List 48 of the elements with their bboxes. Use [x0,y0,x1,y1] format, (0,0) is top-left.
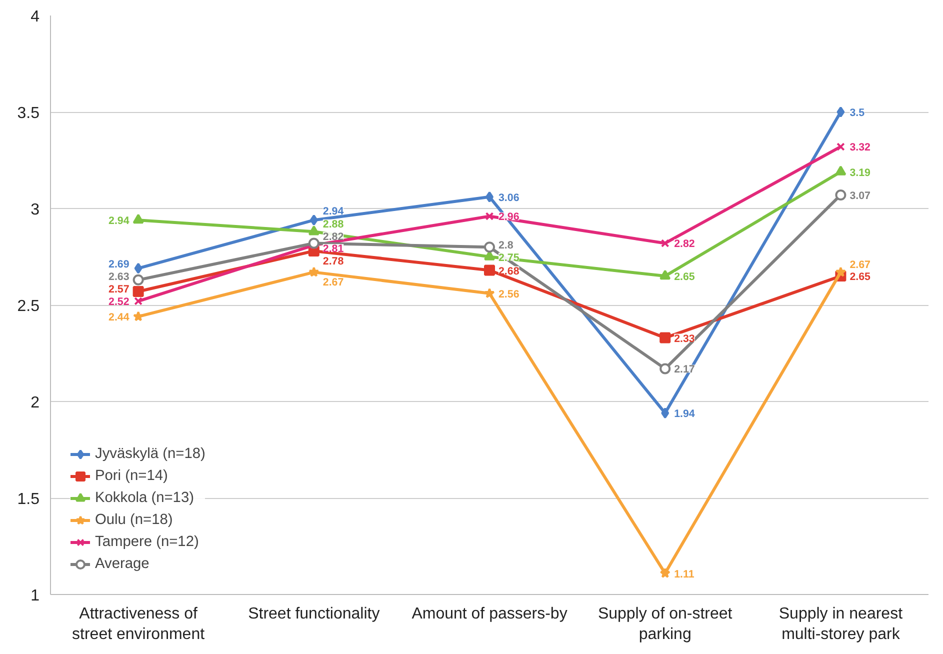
y-tick-label: 4 [30,8,40,26]
data-label: 3.07 [850,190,871,202]
data-label: 2.75 [498,252,520,264]
data-label: 2.82 [674,238,695,250]
data-label: 2.69 [108,258,130,270]
data-label: 2.44 [108,312,130,324]
y-tick-label: 3.5 [17,105,40,122]
y-tick-label: 2.5 [17,298,40,315]
data-label: 2.96 [498,211,520,224]
data-label: 2.88 [322,218,344,230]
y-tick-label: 1 [30,588,40,604]
legend-label: Average [95,556,150,572]
data-label: 2.57 [108,284,130,296]
data-label: 3.32 [850,142,871,154]
y-tick-label: 3 [30,202,40,218]
x-tick-label: Supply in nearest multi-storey park [778,606,904,643]
data-label: 3.06 [498,192,520,204]
data-label: 1.94 [674,408,695,420]
data-label: 2.65 [674,271,695,284]
data-label: 3.19 [850,166,871,179]
legend-label: Oulu (n=18) [95,512,173,528]
y-tick-label: 2 [30,394,40,412]
data-label: 2.68 [498,265,520,278]
x-tick-label: Attractiveness of street environment [72,606,206,643]
data-label: 2.8 [498,239,514,252]
data-label: 2.81 [322,243,344,256]
data-label: 2.52 [108,296,130,308]
data-label: 2.78 [322,255,344,268]
legend-label: Kokkola (n=13) [95,490,194,506]
legend-label: Pori (n=14) [95,468,168,484]
data-label: 2.82 [322,230,344,243]
data-label: 2.94 [108,215,130,228]
data-label: 3.5 [850,107,865,119]
data-label: 2.17 [674,364,695,376]
data-label: 2.94 [322,206,344,218]
data-label: 1.11 [674,568,694,580]
x-tick-label: Amount of passers-by [412,606,568,622]
legend-label: Tampere (n=12) [95,534,199,550]
x-tick-label: Supply of on-street parking [598,606,733,643]
data-label: 2.67 [322,276,344,289]
data-label: 2.65 [850,271,871,284]
x-tick-label: Street functionality [248,606,380,622]
data-label: 2.56 [498,288,520,300]
y-tick-label: 1.5 [17,491,40,508]
data-label: 2.67 [850,258,871,271]
legend-label: Jyväskylä (n=18) [95,446,206,462]
data-label: 2.33 [674,332,695,345]
data-label: 2.63 [108,271,130,284]
